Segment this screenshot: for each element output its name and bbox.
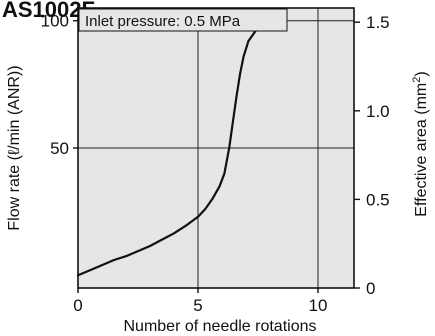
- x-tick-label: 0: [73, 296, 82, 315]
- y-right-tick-label: 1.5: [366, 13, 390, 32]
- y-axis-right-label-sup: 2: [411, 77, 423, 83]
- y-axis-left-label: Flow rate (ℓ/min (ANR)): [6, 65, 23, 230]
- x-tick-label: 10: [309, 296, 328, 315]
- y-left-tick-label: 100: [41, 12, 69, 31]
- y-right-tick-label: 1.0: [366, 102, 390, 121]
- y-axis-right-label-tail: ): [413, 71, 430, 76]
- y-axis-right-label: Effective area (mm2): [411, 71, 430, 216]
- annotation-box: [78, 8, 288, 32]
- y-right-tick-label: 0: [366, 279, 375, 298]
- x-axis-label: Number of needle rotations: [124, 318, 317, 335]
- x-tick-label: 5: [193, 296, 202, 315]
- series-line: [76, 19, 272, 277]
- chart-heading: AS1002F: [2, 0, 95, 22]
- annotation-text: Inlet pressure: 0.5 MPa: [85, 13, 241, 30]
- y-left-tick-label: 50: [50, 139, 69, 158]
- y-right-tick-label: 0.5: [366, 190, 390, 209]
- y-axis-right-label-main: Effective area (mm: [413, 83, 430, 217]
